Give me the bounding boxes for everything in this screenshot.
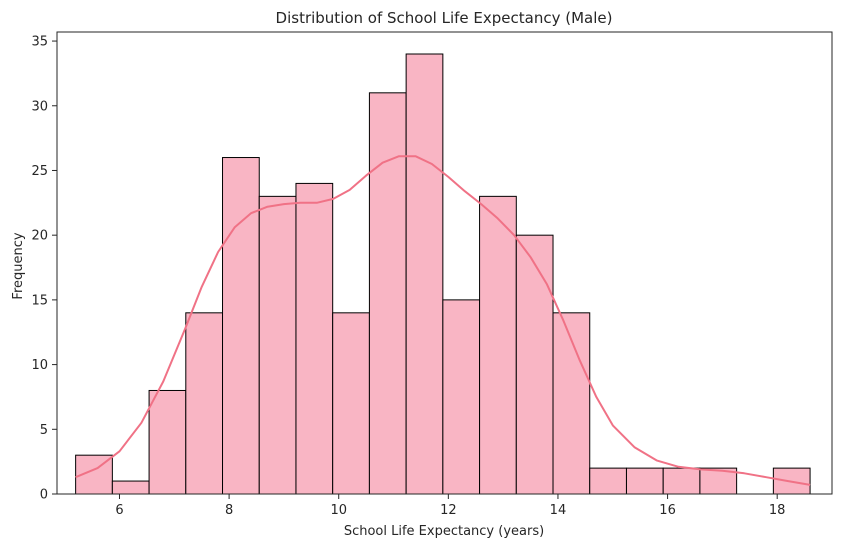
y-tick-label: 25 [31, 164, 48, 179]
kde-curve [75, 155, 811, 486]
histogram-bar-3 [148, 389, 187, 495]
x-tick-label: 8 [225, 503, 233, 518]
x-axis-ticks: 6 8 10 12 14 16 18 [115, 494, 785, 518]
y-tick-label: 10 [31, 358, 48, 373]
plot-frame [56, 31, 833, 495]
histogram-bar-15 [589, 467, 627, 495]
x-tick-label: 18 [769, 503, 786, 518]
chart-title: Distribution of School Life Expectancy (… [276, 9, 613, 27]
x-tick-label: 12 [440, 503, 457, 518]
y-tick-label: 15 [31, 293, 48, 308]
histogram-bar-5 [222, 157, 260, 495]
x-tick-label: 6 [115, 503, 123, 518]
y-axis-label: Frequency [11, 232, 26, 299]
histogram-bar-13 [515, 234, 554, 495]
y-axis-ticks: 0 5 10 15 20 25 30 35 [31, 35, 57, 503]
histogram-bars [75, 53, 811, 495]
histogram-bar-7 [295, 182, 334, 495]
histogram-bar-11 [442, 299, 481, 495]
histogram-bar-8 [332, 312, 370, 495]
x-tick-label: 16 [659, 503, 676, 518]
histogram-bar-9 [368, 92, 407, 495]
x-tick-label: 14 [550, 503, 567, 518]
histogram-bar-2 [111, 480, 150, 495]
y-tick-label: 35 [31, 35, 48, 50]
y-tick-label: 20 [31, 229, 48, 244]
y-tick-label: 5 [40, 423, 48, 438]
histogram-bar-10 [405, 53, 444, 495]
histogram-bar-14 [552, 312, 591, 495]
histogram-bar-17 [662, 467, 701, 495]
histogram-bar-16 [625, 467, 664, 495]
histogram-bar-4 [185, 312, 224, 495]
histogram-bar-6 [258, 195, 297, 495]
x-tick-label: 10 [330, 503, 347, 518]
y-tick-label: 30 [31, 99, 48, 114]
histogram-bar-12 [479, 195, 517, 495]
y-tick-label: 0 [40, 488, 48, 503]
x-axis-label: School Life Expectancy (years) [344, 524, 544, 539]
